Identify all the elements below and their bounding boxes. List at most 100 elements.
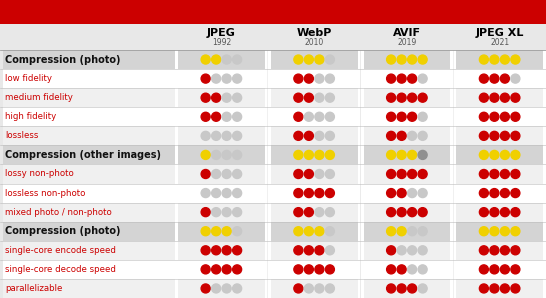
Circle shape xyxy=(511,227,520,236)
Circle shape xyxy=(304,112,313,121)
Text: Compression (other images): Compression (other images) xyxy=(5,150,161,160)
Circle shape xyxy=(212,227,221,236)
Circle shape xyxy=(212,284,221,293)
Text: 2010: 2010 xyxy=(305,38,324,47)
Circle shape xyxy=(397,131,406,140)
Circle shape xyxy=(222,284,231,293)
Circle shape xyxy=(479,150,488,159)
Circle shape xyxy=(325,284,334,293)
Circle shape xyxy=(418,189,427,198)
Circle shape xyxy=(408,74,417,83)
Circle shape xyxy=(479,284,488,293)
Circle shape xyxy=(397,74,406,83)
Circle shape xyxy=(387,227,396,236)
Bar xyxy=(271,203,358,222)
Circle shape xyxy=(201,227,210,236)
Circle shape xyxy=(201,265,210,274)
Circle shape xyxy=(511,246,520,255)
Circle shape xyxy=(418,208,427,217)
Circle shape xyxy=(500,227,509,236)
Circle shape xyxy=(233,131,242,140)
Bar xyxy=(271,88,358,107)
Circle shape xyxy=(294,284,303,293)
Text: 1992: 1992 xyxy=(212,38,231,47)
Text: medium fidelity: medium fidelity xyxy=(5,93,73,102)
Circle shape xyxy=(325,246,334,255)
Circle shape xyxy=(325,227,334,236)
Circle shape xyxy=(479,227,488,236)
Circle shape xyxy=(222,189,231,198)
Circle shape xyxy=(304,284,313,293)
Circle shape xyxy=(201,208,210,217)
Circle shape xyxy=(418,246,427,255)
Bar xyxy=(271,107,358,126)
FancyBboxPatch shape xyxy=(268,21,360,298)
Circle shape xyxy=(233,246,242,255)
Circle shape xyxy=(511,131,520,140)
Circle shape xyxy=(397,112,406,121)
Bar xyxy=(3,222,175,241)
Circle shape xyxy=(479,265,488,274)
Circle shape xyxy=(222,227,231,236)
Bar xyxy=(271,184,358,203)
Text: AVIF: AVIF xyxy=(393,27,421,38)
Bar xyxy=(456,279,543,298)
FancyBboxPatch shape xyxy=(360,21,453,298)
Circle shape xyxy=(490,55,499,64)
Circle shape xyxy=(479,93,488,102)
Circle shape xyxy=(212,131,221,140)
Bar xyxy=(271,126,358,145)
Bar xyxy=(364,203,450,222)
Bar xyxy=(3,203,175,222)
Bar xyxy=(178,107,265,126)
Circle shape xyxy=(222,170,231,179)
Circle shape xyxy=(315,93,324,102)
Circle shape xyxy=(212,208,221,217)
FancyBboxPatch shape xyxy=(453,21,546,298)
Bar xyxy=(271,260,358,279)
Bar xyxy=(364,107,450,126)
Circle shape xyxy=(294,170,303,179)
Circle shape xyxy=(201,131,210,140)
Bar xyxy=(178,164,265,184)
Text: Compression (photo): Compression (photo) xyxy=(5,226,121,236)
Circle shape xyxy=(315,246,324,255)
Bar xyxy=(456,126,543,145)
Circle shape xyxy=(500,150,509,159)
Circle shape xyxy=(387,265,396,274)
Circle shape xyxy=(397,150,406,159)
Circle shape xyxy=(222,131,231,140)
Circle shape xyxy=(304,189,313,198)
Circle shape xyxy=(315,227,324,236)
Circle shape xyxy=(294,208,303,217)
Circle shape xyxy=(408,55,417,64)
Bar xyxy=(3,260,175,279)
Circle shape xyxy=(325,170,334,179)
Circle shape xyxy=(222,93,231,102)
Bar xyxy=(364,126,450,145)
Circle shape xyxy=(201,55,210,64)
Circle shape xyxy=(212,112,221,121)
Circle shape xyxy=(511,112,520,121)
Circle shape xyxy=(511,284,520,293)
Circle shape xyxy=(397,227,406,236)
Bar xyxy=(364,145,450,164)
Bar xyxy=(456,260,543,279)
Bar xyxy=(3,241,175,260)
Circle shape xyxy=(304,150,313,159)
Circle shape xyxy=(294,93,303,102)
Circle shape xyxy=(397,246,406,255)
Circle shape xyxy=(500,170,509,179)
Bar xyxy=(456,69,543,88)
Bar xyxy=(178,222,265,241)
Text: 2019: 2019 xyxy=(397,38,417,47)
Circle shape xyxy=(294,227,303,236)
Circle shape xyxy=(315,208,324,217)
Circle shape xyxy=(418,112,427,121)
Bar xyxy=(271,164,358,184)
Circle shape xyxy=(222,112,231,121)
Circle shape xyxy=(397,55,406,64)
Circle shape xyxy=(294,112,303,121)
Circle shape xyxy=(387,74,396,83)
Circle shape xyxy=(304,227,313,236)
